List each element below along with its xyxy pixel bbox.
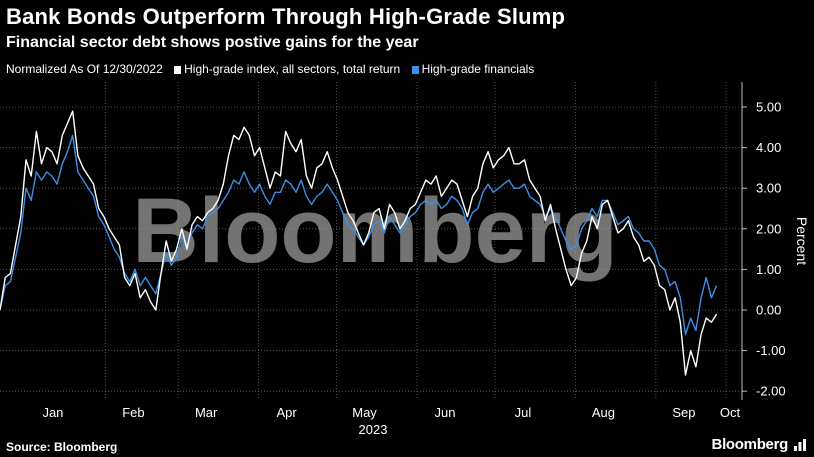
series-line-financials — [0, 134, 718, 336]
legend-item-all-sectors: High-grade index, all sectors, total ret… — [172, 62, 403, 76]
x-axis-label: 2023 — [359, 422, 388, 437]
y-tick-label: 5.00 — [756, 100, 781, 115]
legend-label-all-sectors: High-grade index, all sectors, total ret… — [184, 62, 401, 76]
legend-swatch-all-sectors — [174, 66, 182, 74]
x-tick-label: Oct — [720, 405, 741, 420]
watermark-text: Bloomberg — [132, 180, 618, 282]
x-tick-label: Jun — [435, 405, 456, 420]
chart-subtitle: Financial sector debt shows postive gain… — [6, 34, 419, 51]
x-tick-label: Aug — [592, 405, 615, 420]
y-axis-ticks: 5.00 4.00 3.00 2.00 1.00 0.00 -1.00 -2.00 — [742, 100, 786, 399]
x-tick-label: Apr — [277, 405, 298, 420]
x-tick-label: Sep — [672, 405, 695, 420]
y-tick-label: 1.00 — [756, 262, 781, 277]
x-axis-ticks: Jan Feb Mar Apr May Jun Jul Aug Sep Oct — [42, 405, 740, 420]
legend-swatch-financials — [411, 66, 419, 74]
x-tick-label: Mar — [195, 405, 218, 420]
legend-item-financials: High-grade financials — [410, 62, 535, 76]
bar-chart-icon — [794, 439, 806, 451]
legend-label-financials: High-grade financials — [421, 62, 535, 76]
legend: Normalized As Of 12/30/2022 High-grade i… — [6, 62, 540, 76]
legend-note: Normalized As Of 12/30/2022 — [6, 62, 163, 76]
y-tick-label: 0.00 — [756, 303, 781, 318]
source-note: Source: Bloomberg — [6, 440, 118, 454]
x-tick-label: Feb — [122, 405, 144, 420]
y-tick-label: 3.00 — [756, 181, 781, 196]
y-tick-label: -1.00 — [756, 343, 786, 358]
y-axis-label: Percent — [794, 217, 810, 265]
brand-logo-text: Bloomberg — [711, 436, 789, 453]
series-lines — [0, 110, 718, 376]
y-tick-label: -2.00 — [756, 384, 786, 399]
x-tick-label: Jul — [515, 405, 532, 420]
y-tick-label: 2.00 — [756, 221, 781, 236]
y-tick-label: 4.00 — [756, 140, 781, 155]
series-line-all-sectors — [0, 110, 718, 376]
chart-title: Bank Bonds Outperform Through High-Grade… — [6, 4, 566, 29]
x-tick-label: Jan — [42, 405, 63, 420]
x-tick-label: May — [352, 405, 377, 420]
